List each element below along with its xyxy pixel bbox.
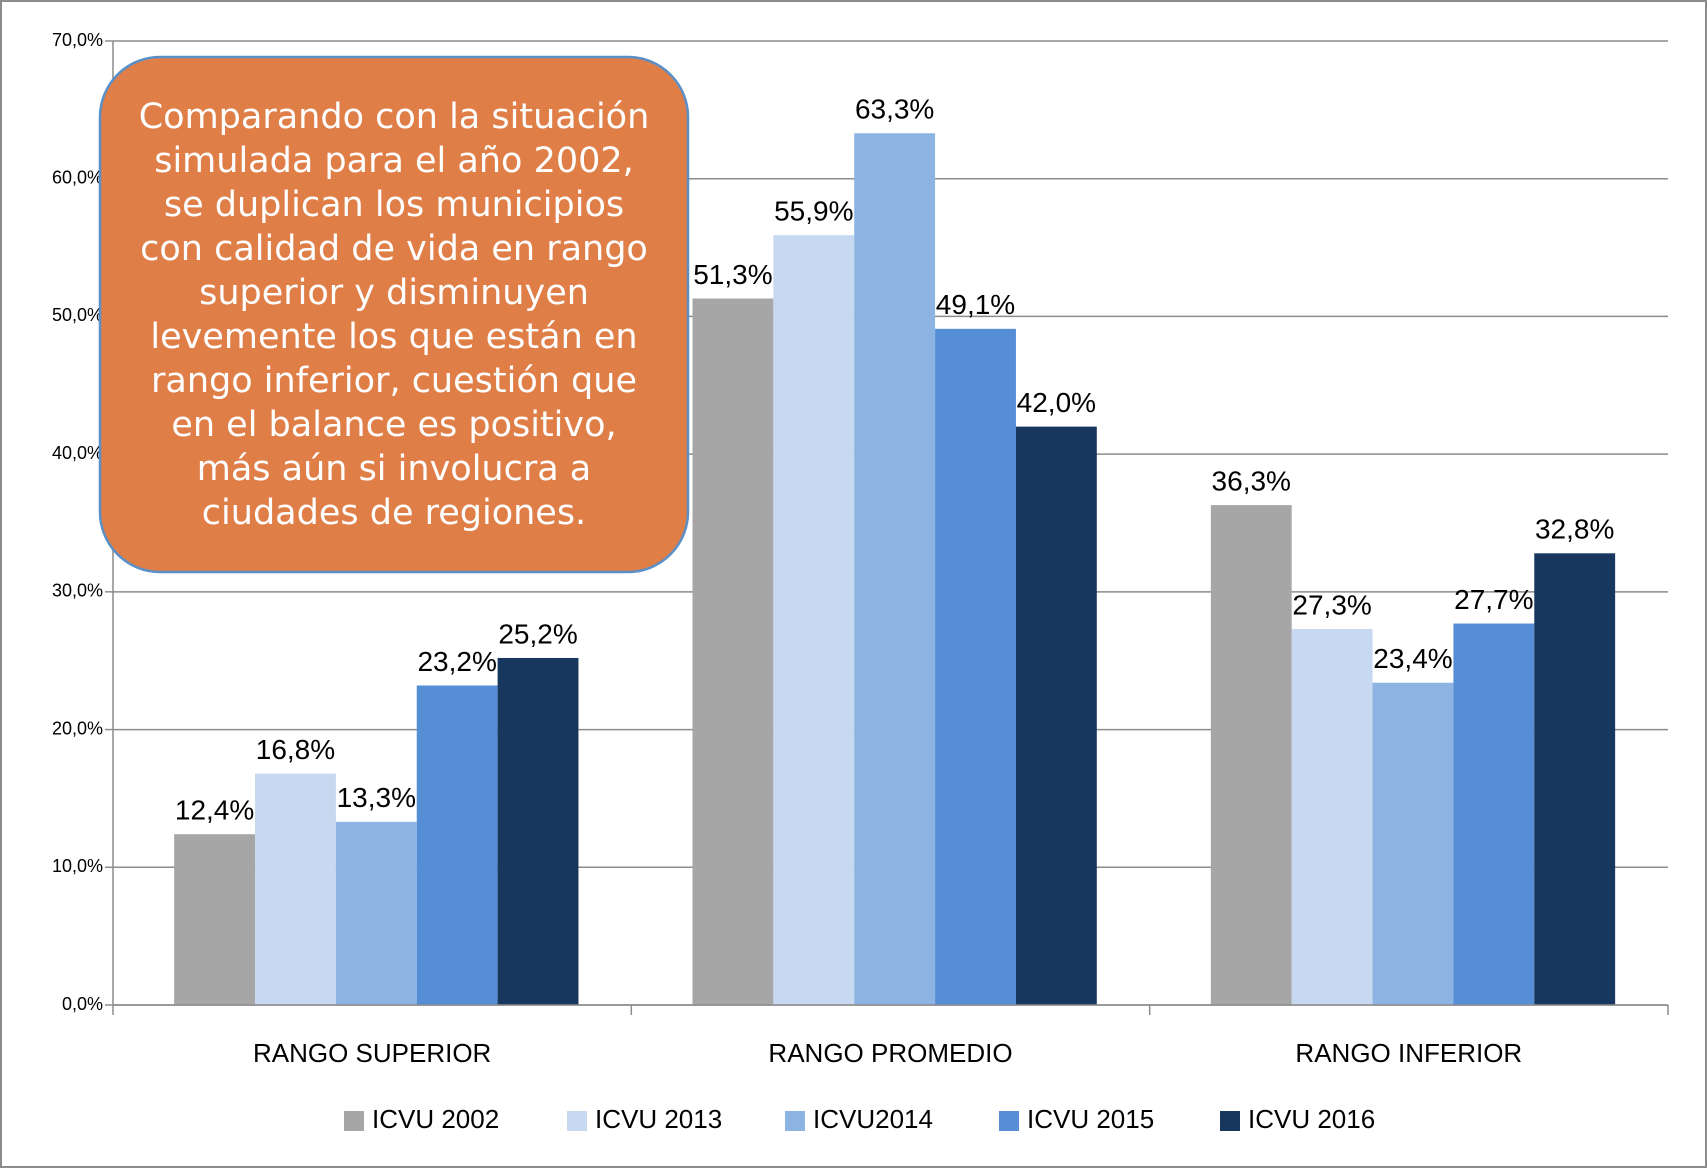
bar (1453, 623, 1535, 1005)
bar (1015, 426, 1097, 1006)
value-label: 49,1% (936, 289, 1015, 320)
legend-swatch (1220, 1111, 1240, 1131)
x-tick-label: RANGO INFERIOR (1295, 1038, 1522, 1068)
value-label: 55,9% (774, 196, 853, 227)
bar (335, 821, 417, 1005)
bar (416, 685, 498, 1005)
callout-area: Comparando con la situación simulada par… (138, 96, 650, 533)
y-tick-label: 70,0% (52, 30, 103, 50)
value-label: 23,2% (417, 646, 496, 677)
legend-label: ICVU 2002 (372, 1104, 499, 1134)
value-label: 51,3% (693, 259, 772, 290)
y-tick-label: 30,0% (52, 581, 103, 601)
legend-label: ICVU2014 (813, 1104, 933, 1134)
bar (1291, 629, 1373, 1005)
y-tick-label: 0,0% (62, 994, 103, 1014)
y-tick-label: 40,0% (52, 443, 103, 463)
y-tick-label: 10,0% (52, 856, 103, 876)
bar (854, 133, 936, 1006)
callout-box (98, 55, 690, 574)
y-tick-label: 50,0% (52, 305, 103, 325)
legend-swatch (785, 1111, 805, 1131)
legend-label: ICVU 2016 (1248, 1104, 1375, 1134)
bar (1372, 682, 1454, 1005)
bar (1210, 505, 1292, 1005)
x-tick-label: RANGO PROMEDIO (768, 1038, 1012, 1068)
legend-swatch (344, 1111, 364, 1131)
legend-label: ICVU 2015 (1027, 1104, 1154, 1134)
bar (1534, 553, 1616, 1005)
value-label: 27,7% (1454, 584, 1533, 615)
value-label: 13,3% (337, 782, 416, 813)
bar (497, 657, 579, 1005)
value-label: 23,4% (1373, 643, 1452, 674)
value-label: 63,3% (855, 94, 934, 125)
annotation: Comparando con la situación simulada par… (138, 96, 650, 533)
value-label: 32,8% (1535, 514, 1614, 545)
bar (692, 298, 774, 1005)
legend-label: ICVU 2013 (595, 1104, 722, 1134)
value-label: 42,0% (1017, 387, 1096, 418)
value-label: 16,8% (256, 734, 335, 765)
y-tick-label: 20,0% (52, 718, 103, 738)
legend-swatch (567, 1111, 587, 1131)
y-tick-label: 60,0% (52, 167, 103, 187)
value-label: 12,4% (175, 795, 254, 826)
bar (255, 773, 336, 1005)
value-label: 36,3% (1212, 465, 1291, 496)
value-label: 25,2% (498, 618, 577, 649)
legend-swatch (999, 1111, 1019, 1131)
bar (935, 328, 1016, 1005)
bar (773, 235, 855, 1006)
bar (174, 834, 256, 1005)
value-label: 27,3% (1292, 589, 1371, 620)
x-tick-label: RANGO SUPERIOR (253, 1038, 491, 1068)
